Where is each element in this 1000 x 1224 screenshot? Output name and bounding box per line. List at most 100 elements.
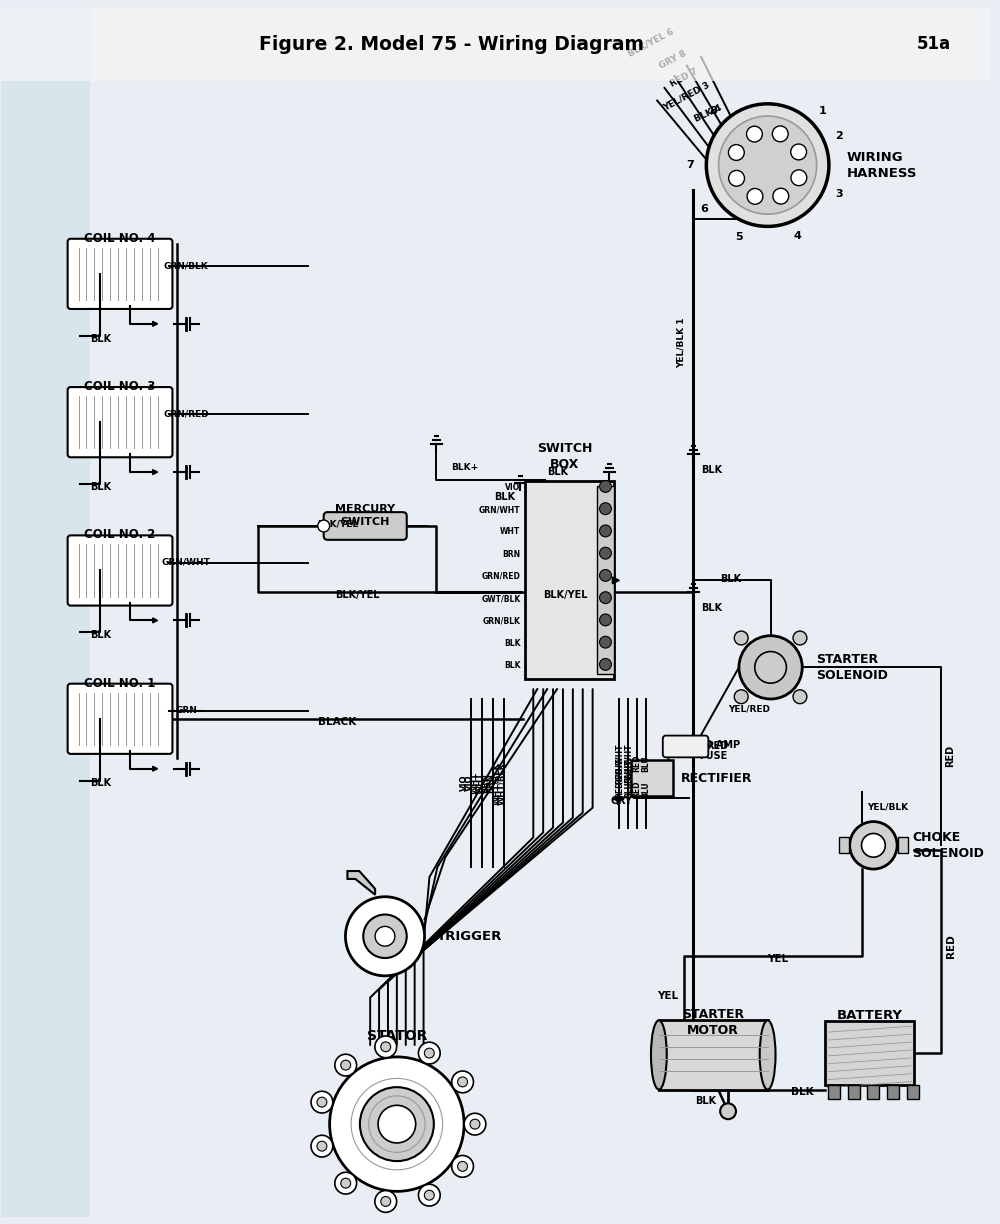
Circle shape [470,1119,480,1129]
Text: COIL NO. 2: COIL NO. 2 [84,529,156,541]
Text: RED: RED [946,745,956,767]
Circle shape [600,636,611,647]
Text: BLK: BLK [701,603,722,613]
Text: BLACK: BLACK [318,717,357,727]
Text: 4: 4 [794,231,802,241]
Text: MERCURY
SWITCH: MERCURY SWITCH [335,504,395,526]
Circle shape [600,569,611,581]
Circle shape [375,1036,397,1058]
Bar [597,486,614,674]
Text: BLK/YEL: BLK/YEL [543,590,587,600]
Circle shape [418,1185,440,1206]
Circle shape [360,1087,434,1162]
Circle shape [600,659,611,671]
Text: BLK: BLK [494,492,516,502]
Circle shape [311,1092,333,1113]
Circle shape [734,632,748,645]
Circle shape [424,1048,434,1058]
Circle shape [747,126,762,142]
Circle shape [728,144,744,160]
Text: YEL: YEL [658,990,679,1000]
Text: +: + [610,791,624,809]
Circle shape [706,104,829,226]
Circle shape [318,520,330,532]
Circle shape [719,116,817,214]
Text: VIO: VIO [465,775,474,791]
Text: STARTER
SOLENOID: STARTER SOLENOID [816,652,888,682]
Circle shape [600,614,611,625]
Text: BATTERY: BATTERY [836,1009,902,1022]
Text: BLK: BLK [504,661,520,670]
Bar [631,760,673,796]
Text: GRN/RED: GRN/RED [163,409,209,419]
Text: BLU: BLU [642,755,651,771]
Bar [907,1086,919,1099]
Text: BLK: BLK [90,482,111,492]
Text: Figure 2. Model 75 - Wiring Diagram: Figure 2. Model 75 - Wiring Diagram [259,35,644,54]
Circle shape [464,1114,486,1135]
Text: GRN/BLK: GRN/BLK [164,261,209,271]
Circle shape [317,1097,327,1106]
Text: COIL NO. 4: COIL NO. 4 [84,231,156,245]
Circle shape [341,1060,351,1070]
Text: GRN/WHT: GRN/WHT [162,558,211,567]
Bar [867,1086,879,1099]
Circle shape [458,1162,468,1171]
Text: GRN/RED: GRN/RED [482,572,520,581]
Circle shape [363,914,407,958]
Circle shape [600,481,611,492]
Polygon shape [153,618,158,623]
Circle shape [734,690,748,704]
Circle shape [341,1179,351,1189]
Text: BLK: BLK [720,574,742,584]
Circle shape [458,1077,468,1087]
Text: RED: RED [706,742,728,752]
Text: STATOR: STATOR [367,1029,427,1043]
Circle shape [378,1105,416,1143]
Text: RED 7: RED 7 [669,67,699,89]
Text: RED: RED [633,781,642,798]
Text: SWITCH
BOX: SWITCH BOX [537,442,593,471]
Text: GRN: GRN [175,706,197,715]
Ellipse shape [651,1021,667,1089]
Text: WHT: WHT [470,772,479,794]
Circle shape [311,1136,333,1157]
Text: BLK: BLK [547,466,568,476]
Text: YEL/BLK 1: YEL/BLK 1 [677,318,686,368]
Bar [828,1086,840,1099]
Bar [525,481,614,679]
Circle shape [335,1054,357,1076]
Text: BLK: BLK [504,639,520,647]
Circle shape [773,188,789,204]
Circle shape [850,821,897,869]
Text: WHT: WHT [500,528,520,536]
Text: RED/WHT: RED/WHT [615,758,624,798]
Text: BLK: BLK [701,465,722,475]
Text: COIL NO. 3: COIL NO. 3 [84,381,156,393]
Text: YEL: YEL [767,953,788,965]
Circle shape [600,591,611,603]
Polygon shape [153,766,158,771]
Circle shape [793,632,807,645]
Text: GWT/BLK: GWT/BLK [481,594,520,603]
Text: YEL/RED: YEL/RED [728,704,770,714]
Bar [898,837,908,853]
Text: 8: 8 [709,105,717,115]
Polygon shape [153,470,158,475]
Text: YEL/BLK: YEL/BLK [867,802,909,812]
Circle shape [424,1190,434,1200]
Text: BLK/YEL: BLK/YEL [335,590,380,600]
Text: COIL NO. 1: COIL NO. 1 [84,677,156,690]
Circle shape [600,547,611,559]
Text: 5: 5 [735,231,743,241]
Bar [659,1021,768,1089]
Text: WHT/BLK: WHT/BLK [497,761,506,804]
Circle shape [720,1103,736,1119]
Text: WHT: WHT [475,772,484,794]
Text: TRIGGER: TRIGGER [436,930,502,942]
Bar [825,1021,914,1086]
Bar [839,837,849,853]
Text: VIO: VIO [505,483,520,492]
Bar [1,7,90,1217]
Circle shape [345,897,425,976]
